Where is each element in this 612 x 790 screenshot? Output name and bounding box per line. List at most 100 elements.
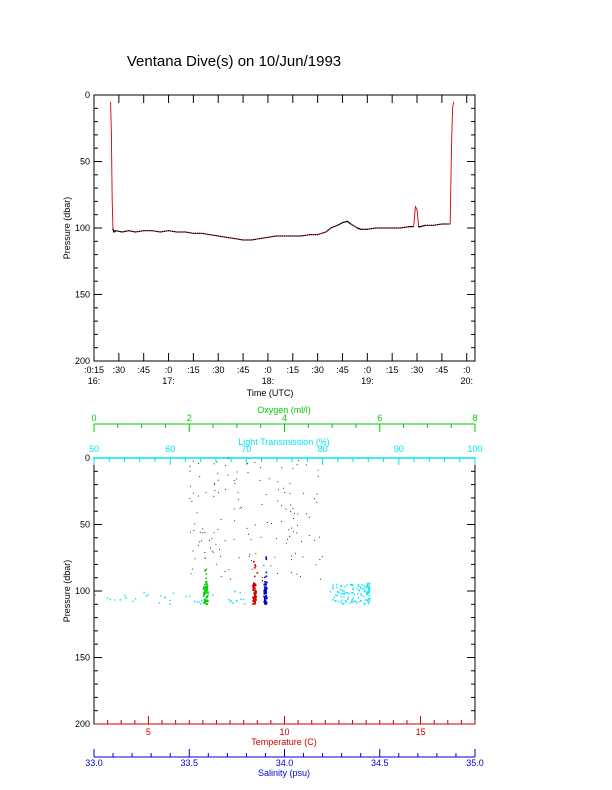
pressure-point <box>383 227 385 229</box>
pressure-point <box>119 231 122 233</box>
temperature-point <box>252 598 255 601</box>
salinity-tick-label: 33.0 <box>85 758 103 768</box>
profile-dot <box>212 551 214 553</box>
pressure-point <box>420 225 423 227</box>
profile-dot <box>238 557 240 559</box>
profile-dot <box>285 542 287 544</box>
profile-dot <box>199 531 201 533</box>
oxygen-tick-label: 8 <box>472 413 477 423</box>
oxygen-point <box>204 557 207 559</box>
light-transmission-point <box>368 586 371 589</box>
pressure-point <box>242 239 244 241</box>
pressure-point <box>327 229 329 231</box>
temperature-tick-label: 5 <box>146 727 151 737</box>
light-transmission-point <box>234 591 236 593</box>
pressure-point <box>300 235 302 237</box>
profile-dot <box>286 539 288 541</box>
profile-dot <box>321 556 323 558</box>
light-transmission-point <box>363 603 365 605</box>
profile-dot <box>254 462 256 464</box>
pressure-point <box>349 222 351 224</box>
temperature-point <box>254 584 257 587</box>
salinity-point <box>265 587 268 590</box>
light-transmission-point <box>340 592 343 595</box>
light-transmission-point <box>201 599 203 602</box>
oxygen-point <box>205 568 208 571</box>
pressure-point <box>395 227 397 229</box>
light-transmission-point <box>368 584 371 587</box>
profile-dot <box>293 518 295 519</box>
pressure-point <box>422 225 424 227</box>
oxygen-point <box>205 582 208 585</box>
pressure-point <box>351 224 354 226</box>
oxygen-point <box>203 583 206 586</box>
pressure-point <box>116 230 118 232</box>
profile-dot <box>233 508 235 510</box>
light-transmission-point <box>349 602 351 604</box>
profile-dot <box>194 523 196 525</box>
profile-dot <box>294 512 296 514</box>
bottom-ylabel: Pressure (dbar) <box>62 560 72 623</box>
pressure-point <box>113 230 115 232</box>
pressure-point <box>244 239 246 241</box>
pressure-point <box>196 232 199 234</box>
oxygen-point <box>202 593 205 596</box>
light-transmission-point <box>346 591 348 594</box>
pressure-point <box>406 226 408 228</box>
top-x-tick-label: :15 <box>287 365 300 375</box>
pressure-point <box>424 224 426 226</box>
oxygen-point <box>205 600 208 602</box>
pressure-point <box>410 226 412 228</box>
profile-dot <box>277 489 279 491</box>
profile-dot <box>213 532 215 534</box>
profile-dot <box>235 478 237 480</box>
profile-dot <box>246 527 248 529</box>
light-transmission-point <box>196 601 198 603</box>
oxygen-point <box>203 599 206 601</box>
salinity-tick-label: 33.5 <box>180 758 198 768</box>
light-transmission-point <box>239 591 241 594</box>
pressure-point <box>232 237 234 239</box>
light-transmission-point <box>169 603 171 605</box>
bottom-y-tick-label: 50 <box>80 520 90 530</box>
light-transmission-point <box>329 591 332 593</box>
light-transmission-point <box>366 592 368 594</box>
light-transmission-point <box>340 585 343 587</box>
profile-dot <box>303 492 305 494</box>
pressure-point <box>426 224 428 226</box>
oxygen-point <box>206 586 208 589</box>
profile-dot <box>234 520 236 522</box>
salinity-point <box>264 582 267 585</box>
oxygen-point <box>204 592 207 595</box>
pressure-point <box>343 221 345 223</box>
light-transmission-point <box>360 600 362 602</box>
pressure-point <box>348 222 350 224</box>
pressure-point <box>323 232 325 234</box>
pressure-point <box>254 238 257 240</box>
light-transmission-point <box>109 598 112 601</box>
pressure-point <box>238 238 240 240</box>
profile-dot <box>288 529 290 531</box>
profile-dot <box>219 555 221 557</box>
pressure-point <box>336 224 339 226</box>
light-transmission-axis: 50 60 70 80 90 100 <box>89 444 483 465</box>
pressure-point <box>215 235 217 237</box>
pressure-point <box>370 228 373 230</box>
profile-dot <box>266 521 268 523</box>
temperature-point <box>252 586 255 588</box>
light-transmission-point <box>368 591 370 593</box>
profile-dot <box>200 540 202 542</box>
light-transmission-point <box>364 602 366 605</box>
pressure-point <box>192 232 194 234</box>
light-transmission-point <box>229 601 232 603</box>
oxygen-point <box>203 593 206 596</box>
pressure-point <box>178 231 180 233</box>
profile-dot <box>289 483 291 485</box>
light-transmission-point <box>341 593 343 595</box>
light-transmission-point <box>366 582 369 585</box>
pressure-point <box>225 236 228 238</box>
light-transmission-point <box>236 600 238 602</box>
bottom-y-tick-label: 150 <box>75 653 90 663</box>
top-y-tick-label: 50 <box>80 157 90 167</box>
